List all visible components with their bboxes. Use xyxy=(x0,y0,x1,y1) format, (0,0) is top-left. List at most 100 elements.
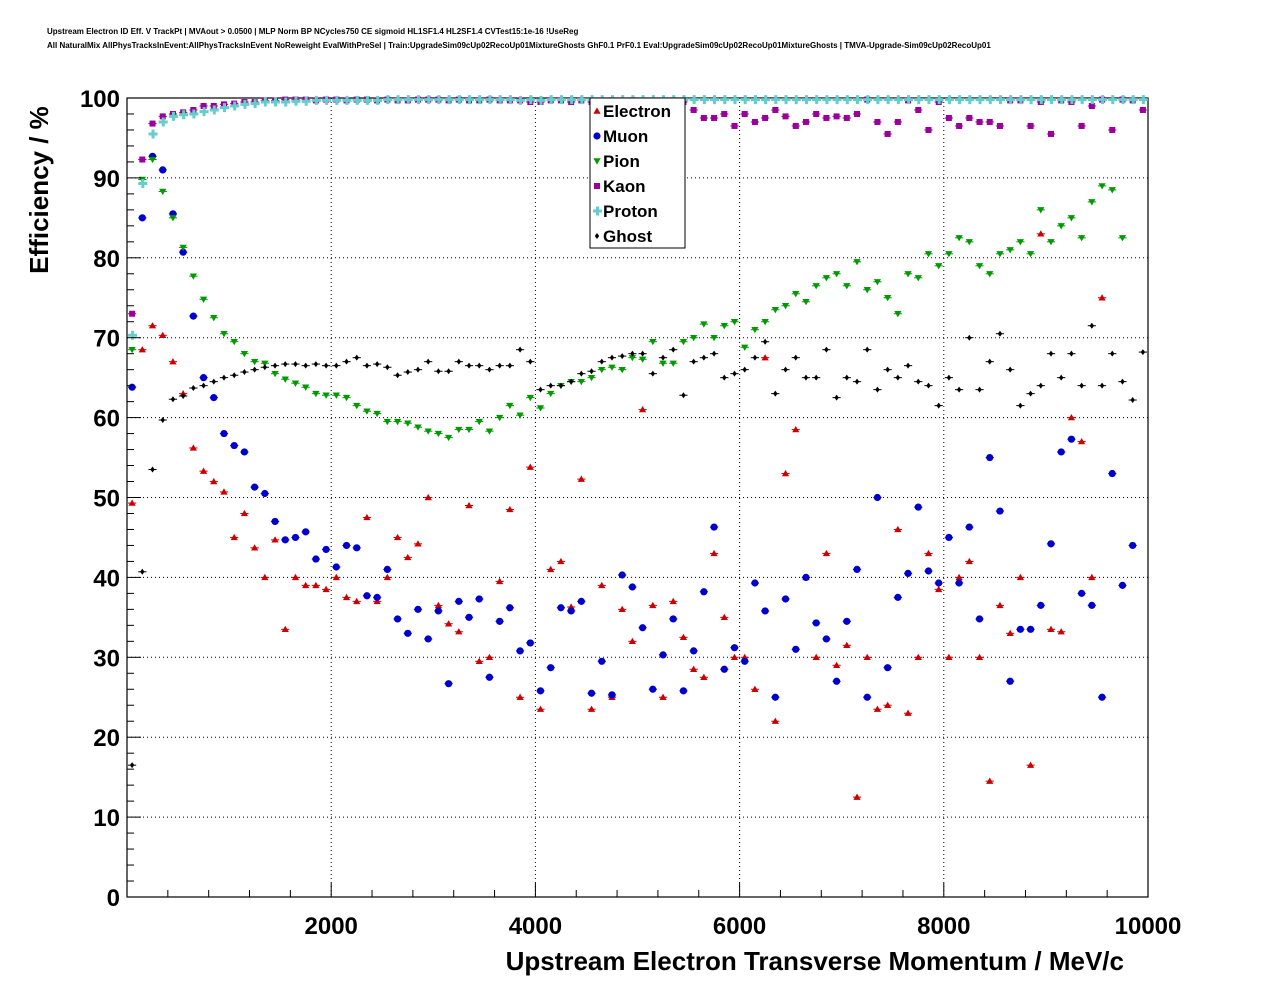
data-point xyxy=(589,368,594,375)
data-point xyxy=(456,358,462,365)
data-point xyxy=(587,374,596,382)
data-point xyxy=(977,386,982,393)
data-point xyxy=(771,717,779,724)
data-point xyxy=(352,95,362,105)
data-point xyxy=(802,118,809,125)
data-point xyxy=(536,687,545,695)
series-ghost xyxy=(128,322,1147,769)
data-point xyxy=(650,370,656,377)
legend-box xyxy=(589,97,686,249)
data-point xyxy=(639,356,647,363)
data-point xyxy=(792,425,800,433)
data-point xyxy=(240,99,250,109)
data-point xyxy=(934,95,944,105)
data-point xyxy=(771,307,779,314)
data-point xyxy=(547,390,555,398)
data-point xyxy=(1120,378,1125,385)
data-point xyxy=(332,573,340,581)
data-point xyxy=(873,279,882,286)
data-point xyxy=(404,420,412,427)
data-point xyxy=(129,762,135,769)
data-point xyxy=(342,593,351,601)
data-point xyxy=(373,410,381,418)
data-point xyxy=(567,95,577,105)
data-point xyxy=(771,95,781,105)
data-point xyxy=(965,557,973,565)
data-point xyxy=(863,653,871,660)
data-point xyxy=(557,557,565,565)
data-point xyxy=(179,248,187,256)
legend-entry: Electron xyxy=(593,102,671,121)
data-point xyxy=(894,311,902,318)
x-axis-title: Upstream Electron Transverse Momentum / … xyxy=(506,946,1124,976)
data-point xyxy=(393,615,402,623)
data-point xyxy=(997,330,1003,337)
data-point xyxy=(169,358,177,365)
data-point xyxy=(801,95,811,105)
chart-title-line-2: All NaturalMix AllPhysTracksInEvent:AllP… xyxy=(47,41,991,50)
data-point xyxy=(926,382,931,389)
data-point xyxy=(873,95,883,105)
y-tick-label: 0 xyxy=(107,885,120,912)
data-point xyxy=(630,350,635,357)
data-point xyxy=(1037,230,1045,237)
data-point xyxy=(843,617,851,625)
legend-entry: Ghost xyxy=(594,227,652,246)
data-point xyxy=(671,346,676,353)
data-point xyxy=(1089,322,1095,329)
data-point xyxy=(793,354,798,361)
data-point xyxy=(260,97,270,107)
data-point xyxy=(976,118,983,125)
data-point xyxy=(710,335,718,342)
data-point xyxy=(189,444,197,451)
data-point xyxy=(700,114,707,121)
data-point xyxy=(353,544,361,552)
data-point xyxy=(782,113,789,120)
data-point xyxy=(251,483,259,491)
data-point xyxy=(445,680,453,688)
data-point xyxy=(649,338,657,346)
data-point xyxy=(1048,350,1054,357)
data-point xyxy=(762,338,768,345)
data-point xyxy=(313,361,319,368)
data-point xyxy=(199,296,208,303)
data-point xyxy=(730,319,739,326)
data-point xyxy=(1047,95,1057,105)
data-point xyxy=(342,394,351,402)
data-point xyxy=(1098,183,1106,190)
legend-entry: Pion xyxy=(593,152,640,171)
data-point xyxy=(711,350,717,357)
data-point xyxy=(211,378,216,385)
data-point xyxy=(965,239,973,246)
data-point xyxy=(853,565,861,574)
data-point xyxy=(517,346,523,353)
series-muon xyxy=(128,152,1137,701)
data-point xyxy=(955,573,963,581)
data-point xyxy=(628,354,636,362)
y-tick-label: 40 xyxy=(93,565,120,592)
data-point xyxy=(577,475,585,482)
data-point xyxy=(935,585,943,593)
data-point xyxy=(772,106,779,113)
data-point xyxy=(894,118,901,125)
data-point xyxy=(230,338,238,346)
data-point xyxy=(956,386,962,393)
data-point xyxy=(403,95,413,105)
data-point xyxy=(690,106,697,113)
data-point xyxy=(924,95,934,105)
legend-entry: Muon xyxy=(593,127,648,146)
data-point xyxy=(721,110,728,117)
data-point xyxy=(230,441,238,450)
data-point xyxy=(424,95,434,105)
data-point xyxy=(466,362,472,369)
data-point xyxy=(875,386,880,393)
data-point xyxy=(148,156,157,164)
data-point xyxy=(1006,629,1014,637)
data-point xyxy=(1138,95,1148,105)
data-point xyxy=(536,95,546,105)
data-point xyxy=(599,358,604,365)
data-point xyxy=(425,358,431,365)
data-point xyxy=(832,271,841,278)
data-point xyxy=(547,565,555,573)
